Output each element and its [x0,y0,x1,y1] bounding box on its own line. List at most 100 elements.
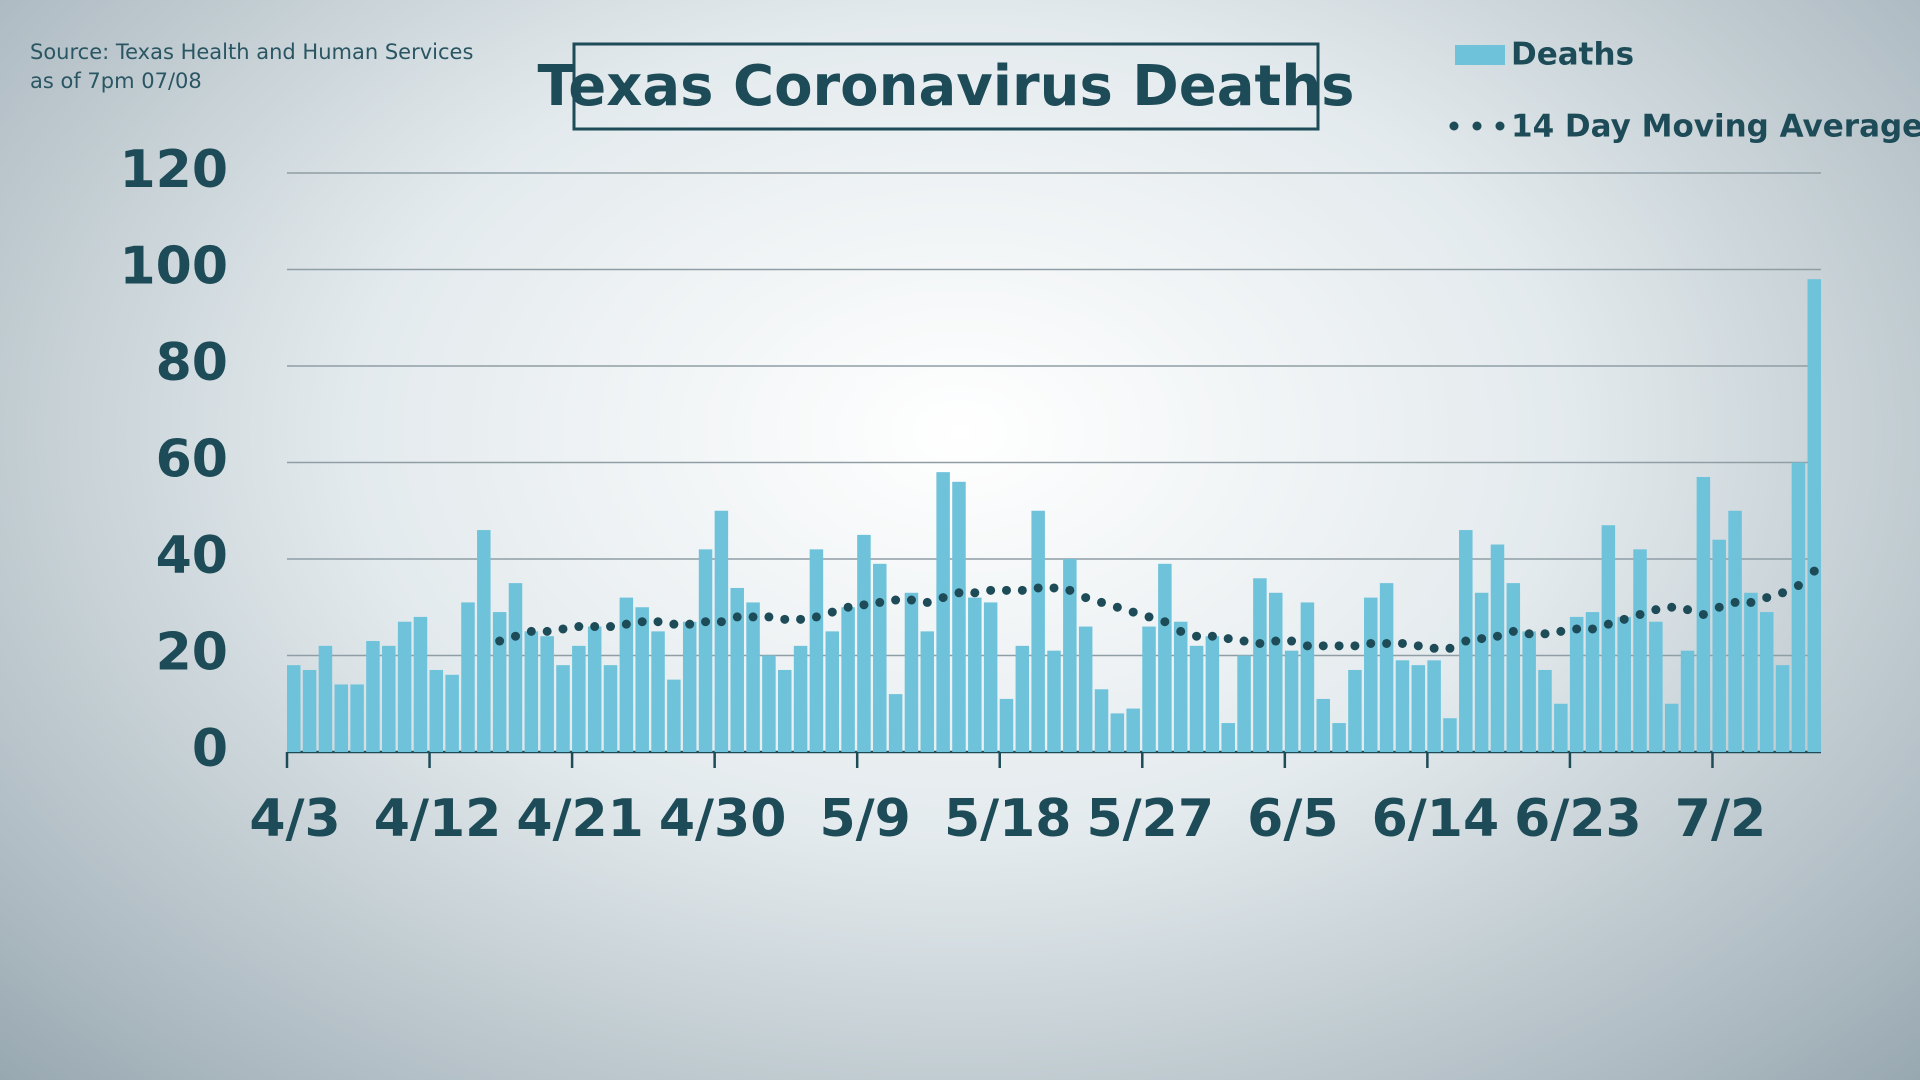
moving-average-dot [1001,585,1011,595]
moving-average-dot [1746,597,1756,607]
moving-average-dot [1429,643,1439,653]
bar [1205,636,1220,752]
bar [1395,660,1410,752]
bar [1268,592,1283,752]
moving-average-dot [1192,631,1202,641]
bar [1443,718,1457,752]
moving-average-dot [796,614,806,624]
moving-average-dot [1239,636,1249,646]
bar [1031,510,1045,752]
bar [382,645,396,752]
x-tick-label: 4/3 [249,789,340,849]
bar [508,583,523,752]
bar [1379,583,1394,752]
bar [287,665,301,752]
bar [1569,616,1584,752]
bar [1253,578,1267,752]
bar [1332,723,1346,752]
moving-average-dot [1097,597,1107,607]
moving-average-dot [1397,638,1407,648]
moving-average-dot [843,602,853,612]
bar [524,631,539,752]
moving-average-dot [1144,612,1154,622]
moving-average-dot [1255,638,1265,648]
bar [999,698,1014,752]
bar [619,597,634,752]
moving-average-dot [1714,602,1724,612]
bar [1411,665,1426,752]
moving-average-dot [732,612,742,622]
moving-average-dot [859,600,869,610]
bar [477,530,491,752]
bar [1633,549,1647,752]
moving-average-dot [1477,634,1487,644]
bar [1506,583,1521,752]
bar [888,694,903,752]
title-box [572,42,1320,131]
moving-average-dot [811,612,821,622]
bar [334,684,349,752]
bar [1728,510,1742,752]
bar [492,612,507,752]
moving-average-dot [1730,597,1740,607]
moving-average-dot [1017,585,1027,595]
moving-average-dot [1445,643,1455,653]
moving-average-dot [590,622,600,632]
legend: Deaths 14 Day Moving Average [1449,37,1920,145]
bar [1522,631,1536,752]
moving-average-dot [1287,636,1297,646]
moving-average-dot [1683,605,1693,615]
legend-label: Deaths [1511,37,1634,73]
bar [1316,698,1331,752]
moving-average-dot [1461,636,1471,646]
moving-average-dot [1524,629,1534,639]
bar [920,631,935,752]
bar [968,597,982,752]
bar [936,472,950,752]
moving-average-dot [1413,641,1423,651]
bar [1284,650,1299,752]
bar [445,674,459,752]
moving-average-dot [1271,636,1281,646]
moving-average-dot [1160,617,1170,627]
moving-average-dot [1556,626,1566,636]
x-tick-label: 4/21 [516,789,644,849]
moving-average-dot [1572,624,1582,634]
moving-average-dot [1698,609,1708,619]
bar [1300,602,1315,752]
moving-average-dot [1603,619,1613,629]
moving-average-dot [669,619,679,629]
bar [1680,650,1695,752]
bar [1158,563,1172,752]
bar [1047,650,1061,752]
bar [1664,703,1679,752]
moving-average-dot [954,588,964,598]
bar [397,621,412,752]
moving-average-dot [780,614,790,624]
moving-average-dot [1667,602,1677,612]
bar [1712,539,1726,752]
x-tick-label: 5/9 [820,789,911,849]
chart-title: Texas Coronavirus Deaths [537,54,1354,119]
moving-average-dot [1065,585,1075,595]
bar [1221,723,1235,752]
moving-average-dot [1128,607,1138,617]
moving-average-dot [906,595,916,605]
bar [682,621,697,752]
bar [809,549,824,752]
bar [1110,713,1125,752]
moving-average-dot [1651,605,1661,615]
bar [651,631,665,752]
moving-average-dot [1366,638,1376,648]
bar [777,669,792,752]
bar [746,602,760,752]
moving-average-dot [1223,634,1233,644]
moving-average-dot [653,617,663,627]
x-tick-label: 6/14 [1372,789,1500,849]
moving-average-dot [701,617,711,627]
as-of-note: as of 7pm 07/08 [30,69,202,93]
moving-average-dot [1793,581,1803,591]
moving-average-dot [1508,626,1518,636]
x-tick-label: 7/2 [1675,789,1766,849]
